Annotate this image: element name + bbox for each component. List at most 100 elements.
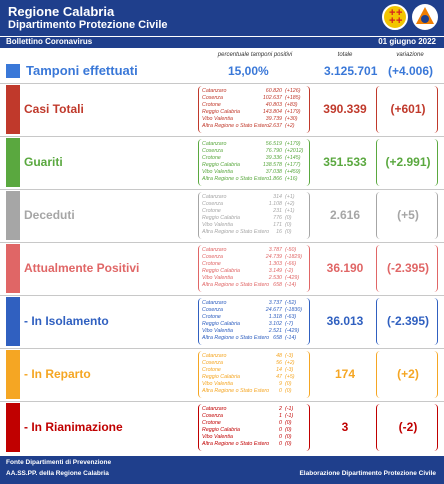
province-name: Catanzaro — [202, 194, 227, 200]
variation-box — [376, 245, 438, 292]
section-total: 351.533 — [323, 154, 367, 169]
province-value: 138.578 — [262, 161, 282, 168]
section-label: - In Reparto — [24, 366, 91, 381]
province-value: 2.530 — [268, 274, 282, 281]
province-delta: (-1) — [285, 406, 294, 412]
province-delta: (-14) — [285, 281, 297, 288]
province-delta: (-1830) — [285, 306, 303, 313]
province-name: Crotone — [202, 313, 221, 320]
province-value: 658 — [273, 281, 282, 288]
tamponi-percent: 15,00% — [228, 64, 269, 78]
province-delta: (0) — [285, 426, 292, 433]
section-total: 3 — [341, 419, 349, 434]
province-box — [198, 86, 310, 133]
province-name: Altra Regione o Stato Estero — [202, 440, 270, 447]
section-divider — [0, 401, 444, 402]
tamponi-square-icon — [6, 64, 20, 78]
province-delta: (0) — [285, 440, 292, 447]
province-value: 3.149 — [268, 267, 282, 274]
section-color-bar — [6, 138, 20, 187]
section-in-rianimazione: - In Rianimazione Catanzaro 2 (-1) Cosenza 1(… — [0, 401, 444, 454]
protezione-civile-logo-icon — [412, 4, 438, 30]
province-delta: (0) — [285, 433, 292, 440]
province-name: Crotone — [202, 419, 221, 426]
province-value: 47 — [276, 373, 282, 380]
province-name: Reggio Calabria — [202, 373, 240, 380]
province-box — [198, 139, 310, 186]
section-variation: (+601) — [390, 101, 426, 116]
province-delta: (+2) — [285, 122, 295, 129]
section-total: 2.616 — [329, 207, 361, 222]
province-delta: (-7) — [285, 320, 294, 327]
province-name: Cosenza — [202, 147, 223, 154]
province-delta: (-429) — [285, 274, 300, 281]
province-value: 1.866 — [268, 175, 282, 182]
province-delta: (+459) — [285, 168, 301, 175]
section-label: Attualmente Positivi — [24, 260, 140, 275]
province-value: 37.038 — [265, 168, 282, 175]
bulletin-bar: Bollettino Coronavirus 01 giugno 2022 — [0, 36, 444, 48]
province-value: 60.820 — [265, 88, 282, 94]
province-value: 2 — [279, 406, 282, 412]
province-value: 76.790 — [265, 147, 282, 154]
province-box — [198, 351, 310, 398]
province-delta: (-63) — [285, 313, 297, 320]
province-value: 56 — [276, 359, 282, 366]
section-color-bar — [6, 297, 20, 346]
region-title: Regione Calabria — [8, 4, 115, 19]
tamponi-label: Tamponi effettuati — [26, 63, 138, 78]
section-divider — [0, 136, 444, 137]
province-delta: (+1) — [285, 207, 295, 214]
province-name: Cosenza — [202, 359, 223, 366]
section-label: Deceduti — [24, 207, 75, 222]
tamponi-row: Tamponi effettuati 15,00% 3.125.701 (+4.… — [0, 60, 444, 82]
province-name: Catanzaro — [202, 88, 227, 94]
variation-box — [376, 351, 438, 398]
province-delta: (+126) — [285, 88, 301, 94]
province-value: 16 — [276, 228, 282, 235]
province-name: Reggio Calabria — [202, 320, 240, 327]
province-value: 1.303 — [268, 260, 282, 267]
province-name: Reggio Calabria — [202, 161, 240, 168]
section-color-bar — [6, 85, 20, 134]
variation-box — [376, 404, 438, 451]
province-delta: (+30) — [285, 115, 298, 122]
province-value: 0 — [279, 440, 282, 447]
province-delta: (-429) — [285, 327, 300, 334]
province-value: 3.737 — [268, 300, 282, 306]
variation-box — [376, 86, 438, 133]
section-color-bar — [6, 403, 20, 452]
footer: Fonte Dipartimenti di Prevenzione AA.SS.… — [0, 456, 444, 484]
province-delta: (+16) — [285, 175, 298, 182]
section-divider — [0, 242, 444, 243]
province-value: 0 — [279, 387, 282, 394]
province-box — [198, 404, 310, 451]
bulletin-date: 01 giugno 2022 — [378, 37, 436, 46]
province-delta: (-14) — [285, 334, 297, 341]
province-delta: (0) — [285, 387, 292, 394]
province-delta: (-50) — [285, 247, 297, 253]
province-name: Vibo Valentia — [202, 274, 233, 281]
province-delta: (0) — [285, 419, 292, 426]
province-name: Vibo Valentia — [202, 327, 233, 334]
province-name: Crotone — [202, 154, 221, 161]
section-variation: (+2) — [397, 366, 419, 381]
section-variation: (-2.395) — [386, 260, 430, 275]
column-header-total: totale — [337, 52, 353, 58]
province-value: 0 — [279, 419, 282, 426]
province-name: Cosenza — [202, 412, 223, 419]
province-name: Cosenza — [202, 200, 223, 207]
province-delta: (+83) — [285, 101, 298, 108]
province-name: Altra Regione o Stato Estero — [202, 334, 270, 341]
province-delta: (-1829) — [285, 253, 303, 260]
province-name: Crotone — [202, 101, 221, 108]
section-guariti: Guariti Catanzaro 56.519 (+179) Cosenza 76.79… — [0, 136, 444, 189]
province-name: Vibo Valentia — [202, 115, 233, 122]
province-delta: (+179) — [285, 108, 301, 115]
section-color-bar — [6, 350, 20, 399]
province-name: Vibo Valentia — [202, 380, 233, 387]
section-label: - In Isolamento — [24, 313, 109, 328]
province-value: 0 — [279, 433, 282, 440]
province-value: 231 — [273, 207, 282, 214]
section-variation: (+5) — [397, 207, 419, 222]
